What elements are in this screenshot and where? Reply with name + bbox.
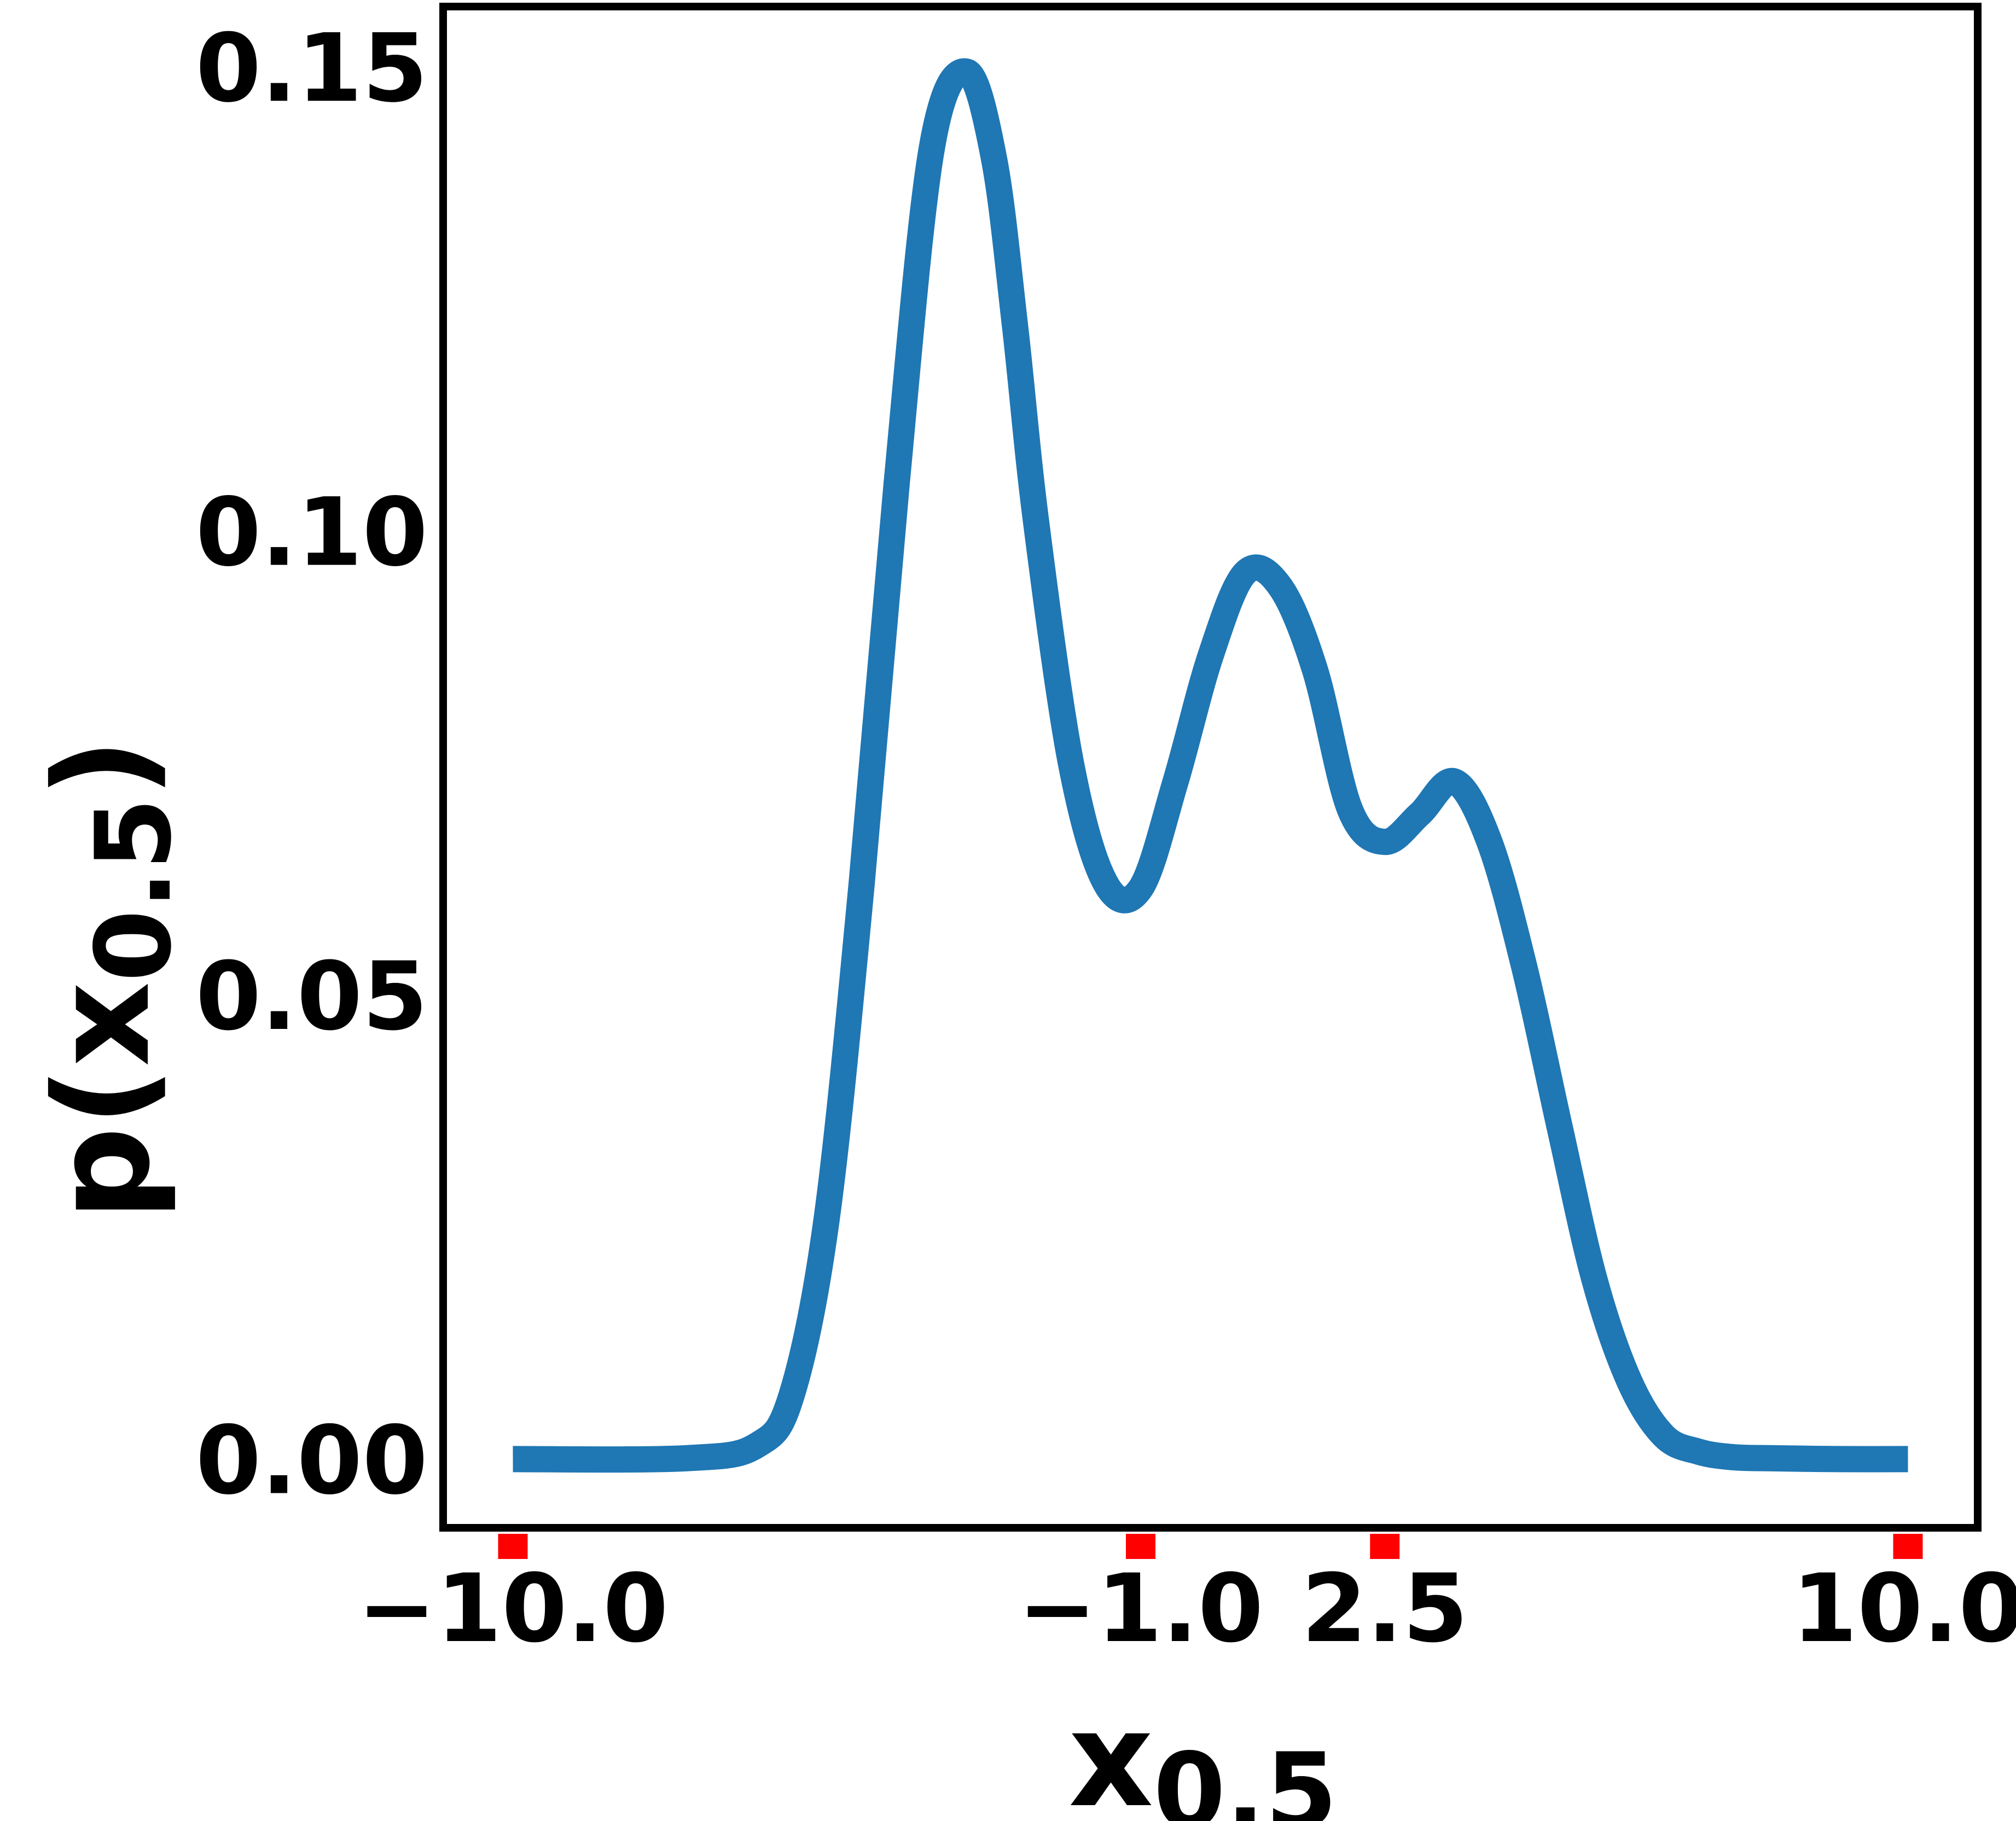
plot-frame (439, 3, 1982, 1532)
y-tick-label-1: 0.05 (196, 941, 428, 1051)
y-axis-label-close-paren: ) (26, 738, 179, 798)
y-tick-label-0: 0.00 (196, 1405, 428, 1515)
x-tick-mark-0 (498, 1534, 528, 1559)
y-axis-ticks: 0.00 0.05 0.10 0.15 (196, 13, 428, 1515)
x-tick-label-0: −10.0 (357, 1554, 669, 1663)
x-tick-mark-3 (1893, 1534, 1923, 1559)
series-layer (513, 58, 1908, 1473)
x-axis-label-main: x (1068, 1683, 1153, 1821)
y-axis-label: p(x0.5) (26, 738, 194, 1221)
x-tick-label-3: 10.0 (1792, 1554, 2016, 1663)
y-tick-label-3: 0.15 (196, 13, 428, 123)
plot-area-border (439, 3, 1982, 1532)
x-axis-ticks: −10.0 −1.0 2.5 10.0 (357, 1534, 2016, 1663)
series-line-0 (513, 58, 1908, 1473)
y-axis-label-open-paren: ( (26, 1067, 179, 1127)
x-axis-label-subscript: 0.5 (1153, 1731, 1338, 1821)
x-tick-label-1: −1.0 (1018, 1554, 1264, 1663)
x-axis-label: x0.5 (1068, 1683, 1337, 1821)
x-tick-mark-1 (1126, 1534, 1155, 1559)
x-tick-mark-2 (1370, 1534, 1400, 1559)
y-axis-label-base: x (26, 982, 179, 1067)
y-axis-label-main: p (26, 1126, 179, 1220)
y-tick-label-2: 0.10 (196, 478, 428, 587)
y-axis-label-subscript: 0.5 (73, 798, 194, 982)
x-tick-label-2: 2.5 (1302, 1554, 1468, 1663)
